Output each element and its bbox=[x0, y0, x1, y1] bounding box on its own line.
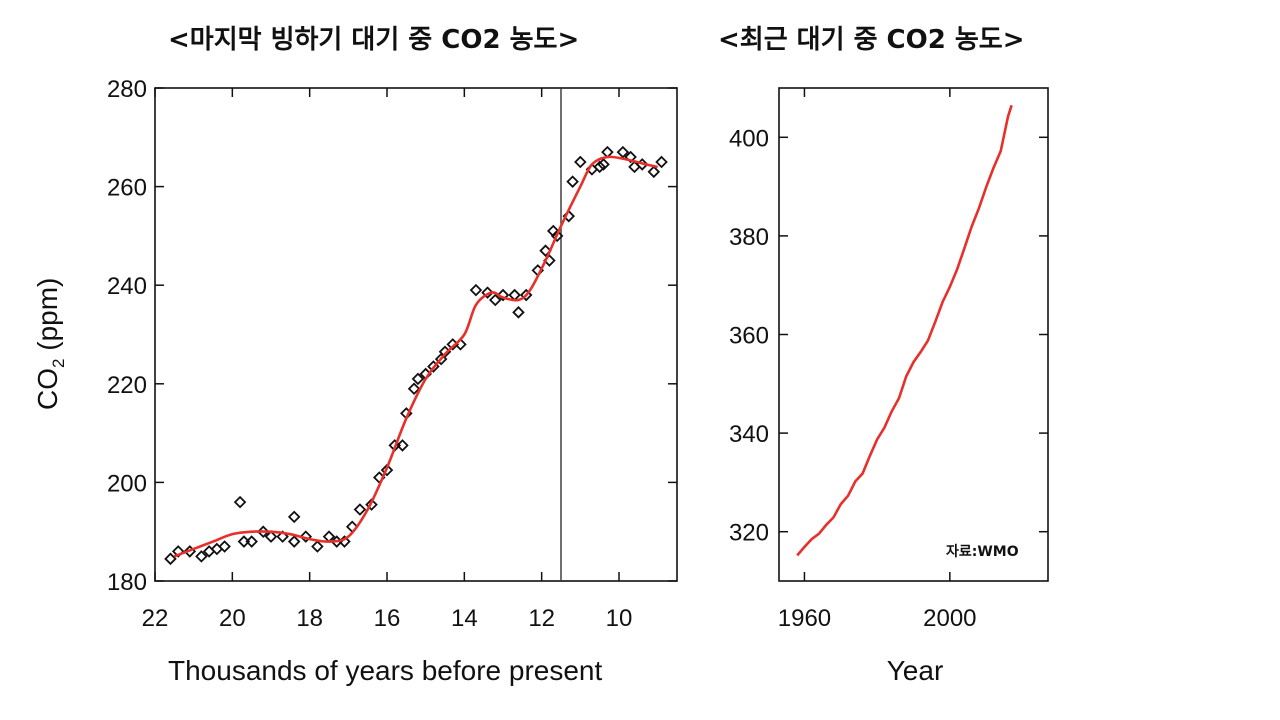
chart-1-trend-line bbox=[173, 155, 658, 558]
chart-2-frame bbox=[778, 87, 1049, 582]
data-point bbox=[299, 530, 313, 543]
data-point bbox=[245, 535, 258, 548]
data-point bbox=[233, 495, 247, 509]
chart-1-y-ticks: 180 200 220 240 260 280 bbox=[107, 76, 677, 596]
y-tick-label: 360 bbox=[729, 323, 769, 350]
x-tick-label: 16 bbox=[374, 605, 401, 632]
data-point bbox=[380, 463, 394, 477]
data-point bbox=[256, 525, 270, 538]
x-tick-label: 20 bbox=[219, 605, 246, 632]
y-tick-label: 280 bbox=[107, 76, 147, 103]
y-tick-label: 340 bbox=[729, 421, 769, 448]
data-point bbox=[365, 498, 378, 511]
data-point bbox=[512, 306, 525, 319]
ylabel-subscript: 2 bbox=[49, 359, 68, 368]
y-tick-label: 200 bbox=[107, 470, 147, 497]
data-point bbox=[574, 155, 587, 169]
chart-1-y-axis-label: CO2 (ppm) bbox=[32, 278, 68, 410]
data-point bbox=[411, 372, 425, 386]
chart-1-x-axis-label: Thousands of years before present bbox=[168, 655, 602, 686]
recent-co2-chart: 320 340 360 380 400 1960 2000 자료:WMO Year bbox=[729, 87, 1049, 686]
data-point bbox=[539, 244, 552, 257]
chart-1-title: <마지막 빙하기 대기 중 CO2 농도> bbox=[168, 25, 579, 55]
ylabel-co: CO bbox=[32, 368, 63, 410]
x-tick-label: 12 bbox=[528, 605, 555, 632]
data-point bbox=[566, 175, 579, 188]
x-tick-label: 18 bbox=[296, 605, 323, 632]
data-point bbox=[550, 229, 564, 243]
chart-2-x-axis-label: Year bbox=[887, 655, 944, 686]
data-point bbox=[164, 552, 177, 566]
y-tick-label: 400 bbox=[729, 125, 769, 152]
data-point bbox=[616, 145, 630, 159]
y-tick-label: 260 bbox=[107, 175, 147, 202]
data-point bbox=[264, 530, 278, 543]
y-tick-label: 240 bbox=[107, 273, 147, 300]
data-point bbox=[353, 503, 367, 516]
x-tick-label: 22 bbox=[142, 605, 169, 632]
x-tick-label: 1960 bbox=[778, 605, 831, 632]
data-point bbox=[601, 145, 614, 159]
x-tick-label: 10 bbox=[606, 605, 633, 632]
chart-2-x-ticks: 1960 2000 bbox=[778, 88, 977, 632]
data-point bbox=[287, 510, 301, 524]
data-point bbox=[488, 293, 502, 307]
chart-2-y-ticks: 320 340 360 380 400 bbox=[729, 125, 1048, 547]
data-point bbox=[624, 150, 637, 164]
x-tick-label: 2000 bbox=[923, 605, 976, 632]
data-point bbox=[276, 530, 289, 543]
data-point bbox=[195, 550, 208, 563]
y-tick-label: 180 bbox=[107, 569, 147, 596]
data-point bbox=[593, 160, 606, 174]
chart-1-data-points bbox=[164, 145, 668, 566]
chart-2-co2-line bbox=[796, 104, 1013, 557]
data-point bbox=[519, 288, 533, 302]
data-point bbox=[407, 382, 421, 396]
chart-1-frame bbox=[154, 87, 678, 582]
chart-1-x-ticks: 22 20 18 16 14 12 10 bbox=[142, 88, 633, 632]
y-tick-label: 320 bbox=[729, 520, 769, 547]
data-point bbox=[311, 540, 324, 553]
data-point bbox=[218, 540, 231, 553]
data-point bbox=[287, 535, 301, 548]
data-point bbox=[481, 286, 494, 299]
data-point bbox=[647, 165, 661, 179]
y-tick-label: 380 bbox=[729, 224, 769, 251]
data-point bbox=[655, 155, 668, 169]
ice-age-co2-chart: 180 200 220 240 260 280 22 20 18 16 14 12 10 Thousa… bbox=[32, 76, 678, 686]
source-note: 자료:WMO bbox=[946, 544, 1019, 560]
data-point bbox=[171, 545, 185, 558]
data-point bbox=[597, 158, 610, 171]
x-tick-label: 14 bbox=[451, 605, 478, 632]
y-tick-label: 220 bbox=[107, 372, 147, 399]
chart-2-title: <최근 대기 중 CO2 농도> bbox=[718, 25, 1025, 55]
data-point bbox=[496, 288, 510, 302]
data-point bbox=[469, 283, 483, 297]
data-point bbox=[396, 439, 409, 452]
ylabel-unit: (ppm) bbox=[32, 278, 63, 359]
